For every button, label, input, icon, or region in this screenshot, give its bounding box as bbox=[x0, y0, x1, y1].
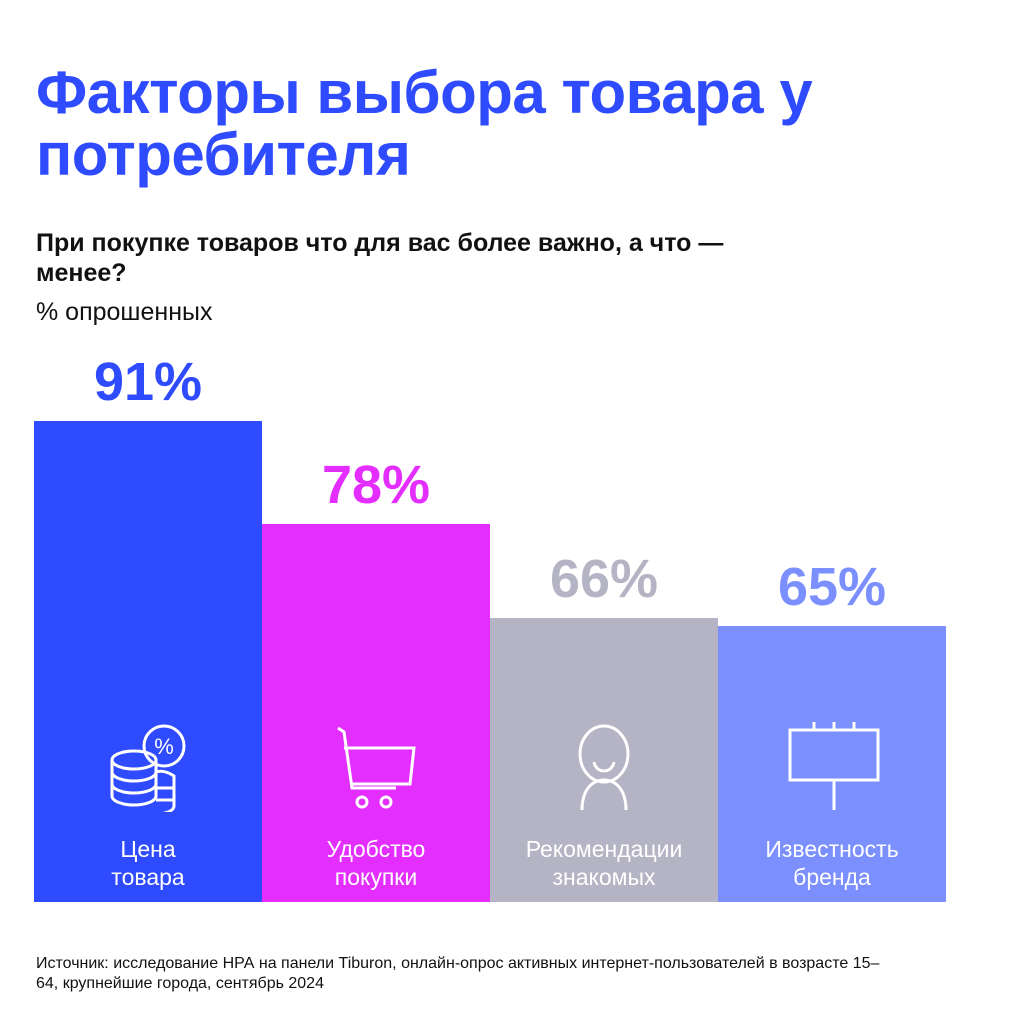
bar-1 bbox=[34, 421, 262, 902]
svg-text:%: % bbox=[154, 734, 174, 759]
value-label: 66% bbox=[549, 549, 659, 610]
category-label: Известность бренда bbox=[765, 836, 899, 890]
value-label: 78% bbox=[321, 454, 431, 515]
coins-percent-icon: % bbox=[34, 722, 262, 816]
value-label: 91% bbox=[93, 352, 203, 412]
chart-question: При покупке товаров что для вас более ва… bbox=[36, 229, 724, 287]
bar-3 bbox=[490, 618, 718, 902]
billboard-icon bbox=[718, 722, 946, 812]
person-icon bbox=[490, 722, 718, 812]
category-label: Цена товара bbox=[111, 836, 185, 890]
category-label: Удобство покупки bbox=[326, 836, 426, 890]
bar-2 bbox=[262, 523, 490, 902]
source-note: Источник: исследование НРА на панели Tib… bbox=[36, 955, 880, 992]
bar-4 bbox=[718, 626, 946, 902]
page-title: Факторы выбора товара у потребителя bbox=[36, 59, 813, 188]
category-label: Рекомендации знакомых bbox=[525, 836, 683, 890]
value-label: 65% bbox=[777, 557, 887, 618]
shopping-cart-icon bbox=[262, 722, 490, 812]
unit-label: % опрошенных bbox=[36, 298, 213, 326]
